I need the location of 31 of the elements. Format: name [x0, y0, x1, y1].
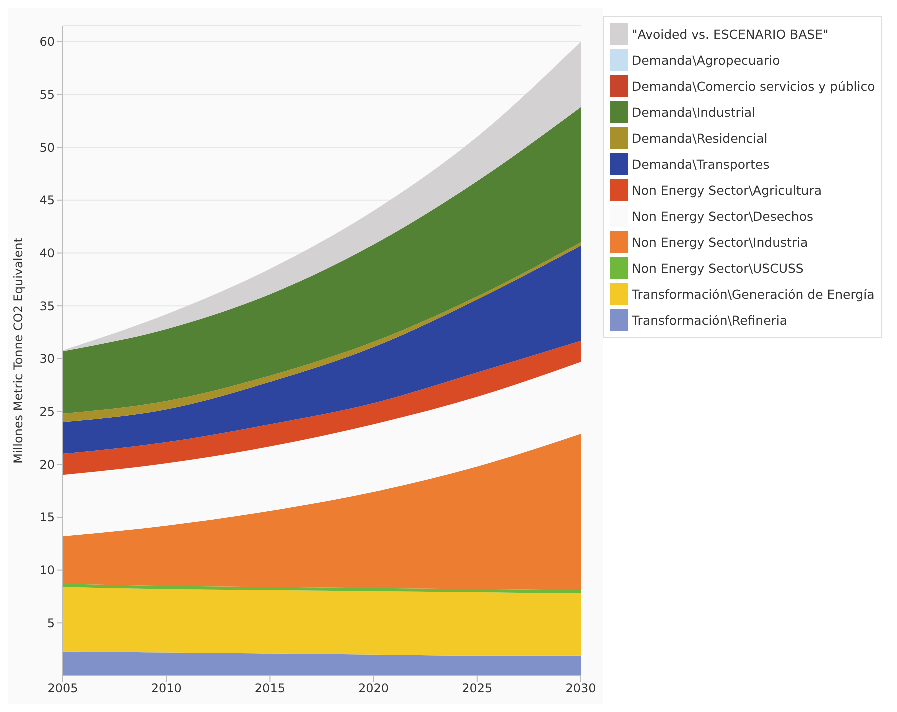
legend-label: Demanda\Transportes — [632, 156, 770, 172]
x-tick-label: 2020 — [358, 682, 390, 696]
y-axis-title: Millones Metric Tonne CO2 Equivalent — [11, 238, 26, 464]
x-tick-label: 2025 — [462, 682, 493, 696]
y-tick-label: 20 — [40, 458, 55, 472]
legend-label: Demanda\Agropecuario — [632, 52, 780, 68]
x-tick-label: 2015 — [254, 682, 286, 696]
legend-label: "Avoided vs. ESCENARIO BASE" — [632, 26, 829, 42]
y-tick-label: 25 — [40, 405, 55, 420]
y-tick-label: 60 — [40, 35, 55, 50]
legend-label: Demanda\Comercio servicios y público — [632, 78, 876, 94]
y-tick-label: 10 — [40, 564, 55, 578]
y-tick-label: 5 — [47, 616, 55, 630]
y-tick-label: 40 — [40, 246, 55, 260]
legend-label: Non Energy Sector\USCUSS — [632, 260, 804, 276]
y-tick-label: 55 — [40, 88, 55, 102]
x-tick-label: 2005 — [48, 682, 78, 696]
y-tick-label: 35 — [40, 299, 55, 314]
y-tick-label: 45 — [40, 194, 55, 208]
legend-label: Transformación\Generación de Energía — [632, 286, 875, 302]
legend-label: Non Energy Sector\Desechos — [632, 208, 814, 224]
y-tick-label: 30 — [40, 352, 55, 366]
x-tick-label: 2030 — [566, 682, 596, 696]
legend-label: Transformación\Refineria — [632, 312, 788, 328]
x-tick-label: 2010 — [151, 682, 182, 696]
legend-label: Demanda\Residencial — [632, 130, 768, 146]
legend-label: Non Energy Sector\Industria — [632, 234, 808, 250]
y-tick-label: 50 — [40, 140, 55, 155]
y-tick-label: 15 — [40, 510, 55, 525]
legend-label: Demanda\Industrial — [632, 104, 756, 120]
legend-label: Non Energy Sector\Agricultura — [632, 182, 822, 198]
